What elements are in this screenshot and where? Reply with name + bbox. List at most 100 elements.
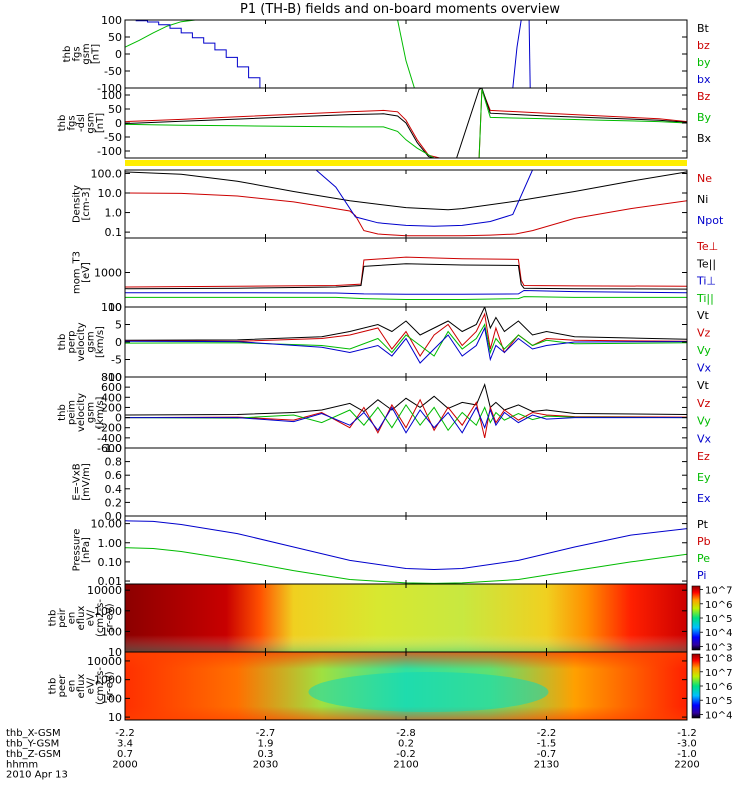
x-axis-value: -2.8 xyxy=(396,728,416,739)
panel-temperature: 1000 100 mom_T3[eV] Te⊥ Te|| Ti⊥ Ti|| xyxy=(71,237,718,314)
y-tick-label: 0 xyxy=(115,48,122,61)
legend-label: Ne xyxy=(697,172,712,185)
y-tick-label: 100 xyxy=(101,301,122,314)
y-tick-label: -100 xyxy=(97,145,122,158)
legend-label: Npot xyxy=(697,214,724,227)
y-tick-label: 0.4 xyxy=(105,483,123,496)
panel-pressure: 10.00 1.00 0.10 0.01 Pressure[nPa] Pt Pb Pe Pi xyxy=(71,515,711,588)
x-axis-value: -2.2 xyxy=(115,728,135,739)
y-tick-label: -10 xyxy=(104,371,122,384)
y-tick-label: 10.00 xyxy=(91,518,123,531)
colorbar-label: 10^7 xyxy=(705,586,732,597)
y-axis-label: thb xyxy=(57,115,68,132)
legend-label: Te⊥ xyxy=(696,240,718,253)
legend-label: Vy xyxy=(697,344,711,357)
y-tick-label: 0.6 xyxy=(105,469,123,482)
series-Vx-line xyxy=(125,406,687,434)
legend-label: Ti|| xyxy=(696,292,714,305)
colorbar-label: 10^3 xyxy=(705,642,732,653)
legend-label: by xyxy=(697,56,711,69)
y-tick-label: 0 xyxy=(115,117,122,130)
y-tick-label: -50 xyxy=(104,131,122,144)
y-axis-label: thb xyxy=(62,46,73,63)
y-tick-label: 100 xyxy=(101,692,122,705)
legend-label: bx xyxy=(697,73,711,86)
y-axis-label: eflux xyxy=(76,606,87,631)
y-axis-label: gsm xyxy=(81,43,92,64)
legend-label: Ey xyxy=(697,471,711,484)
x-axis-value: -2.7 xyxy=(256,728,276,739)
legend-label: Pe xyxy=(697,552,710,565)
y-tick-label: 10000 xyxy=(87,584,122,597)
y-tick-label: 0 xyxy=(115,336,122,349)
x-axis-value: 3.4 xyxy=(117,739,133,750)
y-axis-label: sr-eV) xyxy=(105,671,116,700)
y-axis-label: [eV] xyxy=(81,262,92,283)
panel-density: 100.0 10.0 1.0 0.1 Density[cm-3] Ne Ni Npot xyxy=(71,167,724,239)
series-Ni-line xyxy=(125,171,687,211)
colorbar-label: 10^8 xyxy=(705,654,732,665)
x-axis-value: 0.7 xyxy=(117,749,133,760)
x-axis-value: 2030 xyxy=(253,760,278,771)
legend-label: Pi xyxy=(697,569,706,582)
colorbar-label: 10^4 xyxy=(705,628,732,639)
y-tick-label: 400 xyxy=(101,391,122,404)
y-axis-label: eV/ xyxy=(86,609,97,626)
series-bx-line xyxy=(512,20,522,88)
series-Bx-line xyxy=(125,88,687,158)
x-axis-value: -1.0 xyxy=(677,749,697,760)
y-tick-label: 50 xyxy=(108,31,122,44)
colorbar-bar xyxy=(691,653,701,719)
legend-label: Vt xyxy=(697,309,710,322)
series-bx-line xyxy=(125,20,261,88)
series-Vt-line xyxy=(125,382,687,416)
legend-label: Vt xyxy=(697,379,710,392)
legend-label: Ex xyxy=(697,492,711,505)
series-Pi-line xyxy=(125,520,687,571)
colorbar-bar xyxy=(691,585,701,651)
colorbar-label: 10^7 xyxy=(705,668,732,679)
y-axis-label: fgs xyxy=(67,115,78,130)
y-axis-label: en xyxy=(67,680,78,693)
x-axis-value: -3.0 xyxy=(677,739,697,750)
y-tick-label: 0.2 xyxy=(105,496,123,509)
y-axis-label: en xyxy=(67,612,78,625)
colorbar-label: 10^4 xyxy=(705,710,732,721)
series-Ti-line xyxy=(125,296,687,300)
y-tick-label: 0.8 xyxy=(105,456,123,469)
series-by-line xyxy=(397,20,415,88)
y-axis-label: perp xyxy=(67,331,78,354)
y-tick-label: -200 xyxy=(97,422,122,435)
legend-label: bz xyxy=(697,39,710,52)
legend-label: Vy xyxy=(697,415,711,428)
y-tick-label: 0.1 xyxy=(105,226,123,239)
y-tick-label: 1.0 xyxy=(105,442,123,455)
y-axis-label: [km/s] xyxy=(95,326,106,358)
series-by-line xyxy=(125,20,207,48)
y-tick-label: 0.10 xyxy=(98,556,123,569)
y-axis-label: Density xyxy=(71,185,82,223)
x-axis-value: -2.2 xyxy=(537,728,557,739)
spectrogram-core xyxy=(308,672,549,712)
y-axis-label: gsm xyxy=(86,331,97,352)
y-tick-label: -100 xyxy=(97,82,122,95)
legend-label: Vz xyxy=(697,327,711,340)
y-axis-label: [nPa] xyxy=(81,537,92,563)
series-Vz-line xyxy=(125,398,687,439)
x-axis-value: 0.2 xyxy=(398,739,414,750)
x-axis-value: -1.2 xyxy=(677,728,697,739)
y-axis-label: (cm2-s- xyxy=(95,599,106,637)
y-axis-label: peir xyxy=(57,607,68,627)
x-axis-value: 2200 xyxy=(674,760,699,771)
y-axis-label: mom_T3 xyxy=(71,251,82,294)
y-axis-label: thb xyxy=(48,678,59,695)
y-tick-label: 600 xyxy=(101,381,122,394)
panel-efield: 1.00.80.60.40.20.0 E=-VxB[mV/m] Ez Ey Ex xyxy=(71,442,711,523)
y-axis-label: velocity xyxy=(76,393,87,432)
y-tick-label: 200 xyxy=(101,401,122,414)
y-axis-label: velocity xyxy=(76,322,87,361)
gap-marker-bar xyxy=(125,160,687,166)
